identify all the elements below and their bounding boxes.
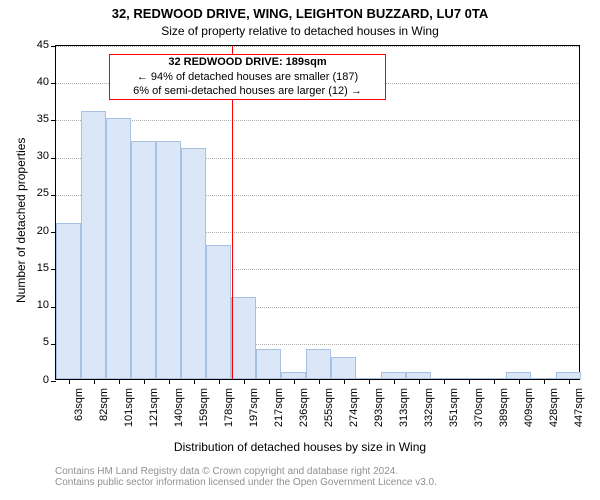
chart-subtitle: Size of property relative to detached ho… xyxy=(0,24,600,38)
xtick-label: 274sqm xyxy=(348,388,360,488)
ytick-mark xyxy=(51,381,56,382)
xtick-label: 197sqm xyxy=(248,388,260,488)
xtick-mark xyxy=(69,379,70,384)
xtick-label: 428sqm xyxy=(548,388,560,488)
bar xyxy=(106,118,131,379)
xtick-mark xyxy=(269,379,270,384)
xtick-label: 351sqm xyxy=(448,388,460,488)
gridline-h xyxy=(56,120,579,121)
xtick-label: 101sqm xyxy=(123,388,135,488)
xtick-mark xyxy=(294,379,295,384)
xtick-label: 178sqm xyxy=(223,388,235,488)
bar xyxy=(131,141,156,379)
ytick-mark xyxy=(51,120,56,121)
ytick-label: 15 xyxy=(25,262,49,274)
xtick-label: 332sqm xyxy=(423,388,435,488)
annotation-line-2: ← 94% of detached houses are smaller (18… xyxy=(110,70,385,85)
xtick-mark xyxy=(119,379,120,384)
gridline-h xyxy=(56,46,579,47)
xtick-mark xyxy=(244,379,245,384)
xtick-label: 293sqm xyxy=(373,388,385,488)
xtick-mark xyxy=(144,379,145,384)
ytick-label: 35 xyxy=(25,113,49,125)
xtick-mark xyxy=(94,379,95,384)
ytick-label: 5 xyxy=(25,336,49,348)
ytick-mark xyxy=(51,195,56,196)
bar xyxy=(156,141,181,379)
xtick-mark xyxy=(469,379,470,384)
bar xyxy=(406,372,431,379)
xtick-mark xyxy=(494,379,495,384)
xtick-mark xyxy=(544,379,545,384)
annotation-box: 32 REDWOOD DRIVE: 189sqm ← 94% of detach… xyxy=(109,54,386,100)
xtick-mark xyxy=(219,379,220,384)
chart-title: 32, REDWOOD DRIVE, WING, LEIGHTON BUZZAR… xyxy=(0,6,600,21)
bar xyxy=(506,372,531,379)
xtick-label: 121sqm xyxy=(148,388,160,488)
ytick-label: 40 xyxy=(25,76,49,88)
xtick-mark xyxy=(394,379,395,384)
xtick-label: 409sqm xyxy=(523,388,535,488)
bar xyxy=(306,349,331,379)
bar xyxy=(81,111,106,379)
xtick-label: 389sqm xyxy=(498,388,510,488)
xtick-label: 82sqm xyxy=(98,388,110,488)
annotation-line-1: 32 REDWOOD DRIVE: 189sqm xyxy=(110,55,385,70)
xtick-mark xyxy=(319,379,320,384)
xtick-label: 370sqm xyxy=(473,388,485,488)
xtick-label: 236sqm xyxy=(298,388,310,488)
annotation-line-3: 6% of semi-detached houses are larger (1… xyxy=(110,84,385,99)
bar xyxy=(56,223,81,379)
xtick-mark xyxy=(169,379,170,384)
ytick-label: 45 xyxy=(25,39,49,51)
bar xyxy=(256,349,281,379)
bar xyxy=(556,372,581,379)
xtick-mark xyxy=(569,379,570,384)
xtick-label: 313sqm xyxy=(398,388,410,488)
bar xyxy=(231,297,256,379)
xtick-label: 217sqm xyxy=(273,388,285,488)
xtick-mark xyxy=(419,379,420,384)
ytick-mark xyxy=(51,158,56,159)
ytick-label: 20 xyxy=(25,225,49,237)
xtick-label: 159sqm xyxy=(198,388,210,488)
ytick-label: 0 xyxy=(25,374,49,386)
bar xyxy=(281,372,306,379)
xtick-mark xyxy=(444,379,445,384)
xtick-label: 140sqm xyxy=(173,388,185,488)
ytick-label: 30 xyxy=(25,150,49,162)
xtick-mark xyxy=(369,379,370,384)
xtick-label: 63sqm xyxy=(73,388,85,488)
plot-area: 32 REDWOOD DRIVE: 189sqm ← 94% of detach… xyxy=(55,45,580,380)
ytick-mark xyxy=(51,46,56,47)
xtick-label: 255sqm xyxy=(323,388,335,488)
ytick-label: 10 xyxy=(25,299,49,311)
xtick-mark xyxy=(194,379,195,384)
xtick-label: 447sqm xyxy=(573,388,585,488)
xtick-mark xyxy=(519,379,520,384)
bar xyxy=(181,148,206,379)
bar xyxy=(331,357,356,379)
bar xyxy=(381,372,406,379)
ytick-mark xyxy=(51,83,56,84)
xtick-mark xyxy=(344,379,345,384)
ytick-label: 25 xyxy=(25,187,49,199)
bar xyxy=(206,245,231,379)
